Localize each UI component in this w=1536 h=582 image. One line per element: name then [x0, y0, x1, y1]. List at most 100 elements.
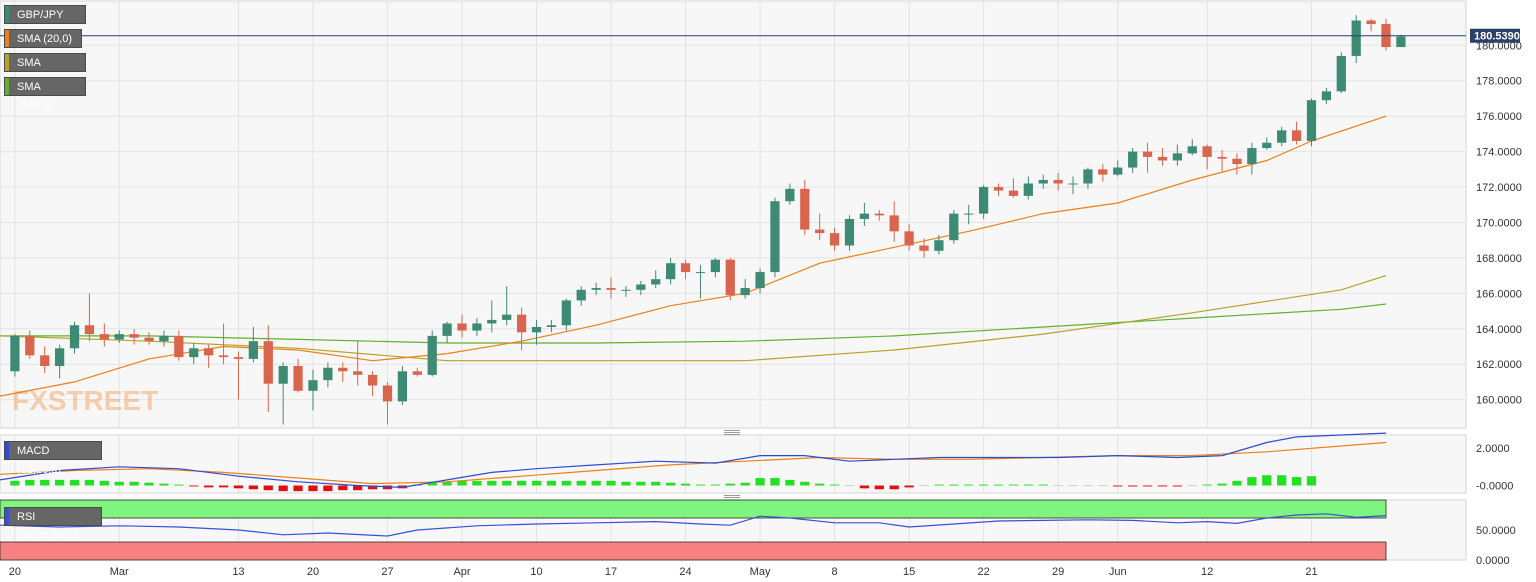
macd-histogram-bar: [1247, 477, 1257, 486]
candle-body: [1247, 148, 1257, 165]
candle-body: [1262, 142, 1272, 149]
macd-histogram-bar: [1142, 485, 1153, 487]
candle-body: [1128, 151, 1138, 168]
price-tick-label: 178.0000: [1476, 76, 1522, 88]
candle: [412, 367, 422, 377]
candle: [144, 332, 154, 345]
candle: [54, 344, 65, 379]
macd-histogram-bar: [815, 483, 825, 486]
macd-histogram-bar: [263, 485, 273, 491]
last-price-label: 180.5390: [1474, 31, 1520, 43]
macd-histogram-bar: [10, 480, 20, 486]
candle-body: [69, 325, 80, 349]
candle: [263, 325, 273, 413]
macd-histogram-bar: [204, 485, 214, 488]
price-panel[interactable]: 180.0000 178.0000 176.0000 174.0000 172.0000…: [0, 0, 1522, 429]
macd-histogram-bar: [278, 485, 288, 492]
candle: [1008, 178, 1019, 198]
candle: [84, 293, 95, 342]
legend-macd[interactable]: MACD (12,26,9): [4, 441, 102, 476]
candle-body: [367, 374, 378, 386]
time-tick-label: 10: [530, 566, 542, 578]
legend-rsi[interactable]: RSI (14,70,30,1): [4, 507, 102, 542]
candle: [338, 362, 348, 382]
candle-body: [859, 213, 870, 219]
price-tick-label: 168.0000: [1476, 253, 1522, 265]
candle-body: [889, 215, 899, 232]
candle-body: [546, 325, 557, 328]
candle-body: [725, 259, 735, 296]
fxstreet-watermark: FXSTREET: [12, 385, 158, 416]
time-tick-label: 12: [1201, 566, 1213, 578]
candle: [323, 362, 333, 388]
macd-histogram-bar: [69, 479, 80, 486]
legend-symbol-swatch: [5, 6, 9, 23]
candle-body: [233, 357, 244, 359]
candle: [770, 197, 780, 278]
candle: [1351, 15, 1361, 64]
candle: [40, 346, 50, 374]
legend-sma100[interactable]: SMA (100,0): [4, 53, 86, 88]
macd-panel[interactable]: 2.0000 -0.0000: [0, 432, 1513, 494]
candle-body: [1336, 55, 1346, 92]
candle-body: [606, 288, 616, 290]
candle-body: [1321, 91, 1332, 101]
macd-histogram-bar: [427, 482, 437, 486]
time-tick-label: 8: [832, 566, 838, 578]
candle: [889, 201, 899, 242]
candle-body: [308, 380, 318, 391]
time-tick-label: 21: [1305, 566, 1317, 578]
candle: [576, 286, 586, 306]
candle-body: [189, 348, 199, 358]
candle: [218, 323, 229, 365]
candle: [382, 381, 393, 425]
candle: [487, 300, 497, 333]
macd-resize-handle[interactable]: [724, 429, 740, 435]
macd-histogram-bar: [770, 478, 780, 486]
candle: [978, 185, 989, 219]
macd-histogram-bar: [248, 485, 258, 490]
legend-sma20[interactable]: SMA (20,0): [4, 29, 82, 48]
legend-symbol[interactable]: GBP/JPY: [4, 5, 86, 24]
candle-body: [218, 355, 229, 358]
candle-body: [129, 334, 139, 338]
rsi-tick-label: 50.0000: [1476, 525, 1516, 537]
price-tick-label: 170.0000: [1476, 217, 1522, 229]
candle: [755, 268, 765, 294]
macd-histogram-bar: [785, 479, 795, 486]
macd-histogram-bar: [1113, 485, 1123, 487]
legend-rsi-label: RSI (14,70,30,1): [17, 511, 77, 542]
candle-body: [993, 187, 1004, 191]
legend-symbol-label: GBP/JPY: [17, 9, 64, 21]
legend-sma20-label: SMA (20,0): [17, 33, 73, 45]
last-price-tag: [1470, 28, 1520, 43]
price-tick-label: 164.0000: [1476, 324, 1522, 336]
candle: [621, 286, 631, 297]
candle: [725, 257, 735, 301]
candle: [1068, 176, 1078, 195]
candle-body: [502, 314, 512, 320]
legend-sma100-swatch: [5, 54, 9, 71]
macd-histogram-bar: [1008, 484, 1019, 486]
macd-histogram-bar: [25, 479, 35, 486]
rsi-panel[interactable]: 50.0000 0.0000: [0, 499, 1516, 567]
candle: [1023, 176, 1033, 200]
macd-histogram-bar: [680, 483, 691, 486]
rsi-resize-handle[interactable]: [724, 494, 740, 500]
candle-body: [1098, 169, 1108, 175]
candle-body: [829, 233, 840, 246]
sma200-line: [0, 303, 1387, 344]
price-tick-label: 160.0000: [1476, 395, 1522, 407]
macd-histogram-bar: [1217, 483, 1227, 486]
macd-histogram-bar: [591, 480, 601, 486]
legend-sma200[interactable]: SMA (200,0): [4, 77, 86, 112]
macd-histogram-bar: [1187, 485, 1197, 487]
time-axis[interactable]: 20 Mar 13 20 27 Apr 10 17 24 May 8 15 22 29 Jun 12 21: [9, 566, 1318, 578]
candle-body: [54, 348, 65, 366]
candle-body: [1232, 158, 1242, 165]
candle-body: [680, 263, 691, 273]
candle-body: [144, 337, 154, 342]
macd-tick-label: 2.0000: [1476, 443, 1510, 455]
candle: [829, 227, 840, 251]
candle-body: [636, 284, 646, 290]
